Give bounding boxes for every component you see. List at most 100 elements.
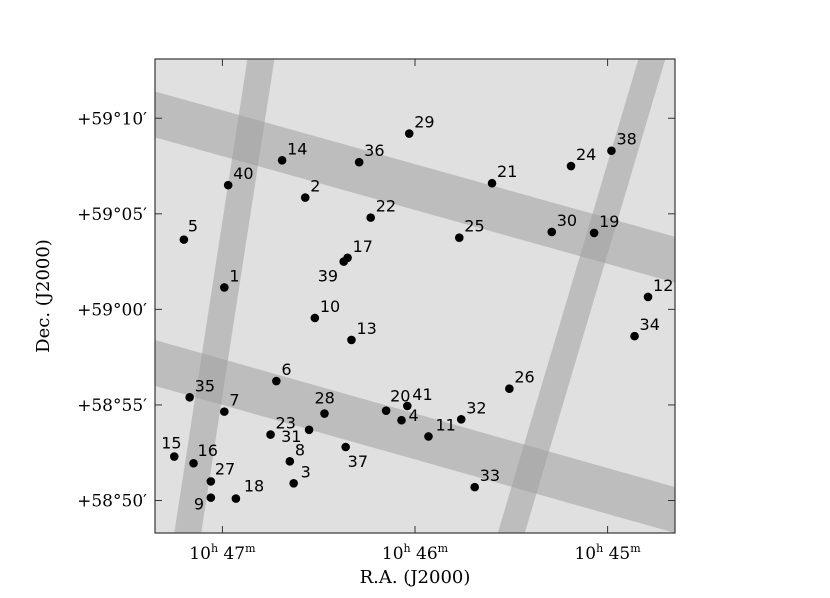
source-label-36: 36 — [364, 141, 384, 160]
source-label-30: 30 — [557, 211, 577, 230]
source-point-19 — [589, 228, 599, 238]
source-point-7 — [220, 407, 229, 416]
source-point-34 — [630, 331, 639, 341]
x-tick-label: 10h 46m — [382, 542, 449, 564]
source-point-27 — [206, 477, 216, 486]
source-point-33 — [470, 482, 480, 492]
source-point-20 — [381, 406, 391, 415]
source-point-32 — [456, 414, 466, 424]
source-point-12 — [643, 292, 653, 302]
source-point-28 — [320, 409, 329, 418]
source-label-23: 23 — [276, 414, 296, 433]
source-point-9 — [206, 493, 216, 502]
source-point-24 — [566, 161, 576, 171]
source-label-38: 38 — [616, 130, 636, 149]
source-label-17: 17 — [353, 237, 373, 256]
source-label-37: 37 — [348, 452, 368, 471]
x-tick-label: 10h 47m — [189, 542, 256, 564]
source-point-6 — [272, 376, 281, 386]
source-point-39 — [339, 257, 349, 266]
x-tick-label: 10h 45m — [574, 542, 641, 564]
strip-band-3 — [174, 59, 275, 533]
source-point-3 — [289, 479, 298, 488]
source-point-21 — [487, 178, 497, 188]
source-label-22: 22 — [376, 197, 396, 216]
source-point-14 — [277, 155, 287, 165]
source-label-40: 40 — [233, 164, 253, 183]
source-point-22 — [366, 213, 376, 222]
source-point-38 — [607, 146, 616, 156]
source-label-18: 18 — [244, 477, 264, 496]
source-point-16 — [189, 458, 198, 468]
source-label-5: 5 — [188, 217, 198, 236]
source-label-25: 25 — [464, 217, 484, 236]
source-label-13: 13 — [356, 319, 376, 338]
source-label-21: 21 — [497, 162, 517, 181]
source-label-41: 41 — [412, 385, 432, 404]
source-point-2 — [300, 193, 310, 202]
strip-band-2 — [155, 339, 675, 533]
source-point-26 — [505, 384, 514, 393]
y-tick-label: +58°50′ — [77, 492, 147, 512]
y-axis-label: Dec. (J2000) — [33, 239, 54, 353]
source-point-35 — [185, 392, 194, 402]
source-label-12: 12 — [653, 276, 673, 295]
source-label-3: 3 — [301, 462, 311, 481]
source-label-29: 29 — [414, 113, 434, 132]
source-point-37 — [341, 442, 350, 452]
source-label-28: 28 — [314, 389, 334, 408]
y-tick-label: +58°55′ — [77, 396, 147, 416]
source-label-35: 35 — [195, 376, 215, 395]
source-label-1: 1 — [229, 266, 239, 285]
strip-layer — [155, 59, 675, 533]
source-point-1 — [220, 283, 229, 292]
source-label-4: 4 — [409, 406, 419, 425]
source-label-27: 27 — [215, 459, 235, 478]
source-point-29 — [404, 129, 414, 138]
source-point-11 — [424, 432, 433, 441]
source-label-39: 39 — [318, 267, 338, 286]
source-point-31 — [304, 425, 314, 435]
source-label-20: 20 — [390, 387, 410, 406]
source-label-31: 31 — [281, 427, 301, 446]
source-label-15: 15 — [161, 434, 181, 453]
strip-band-1 — [155, 91, 675, 283]
source-point-13 — [347, 335, 356, 345]
source-point-41 — [402, 401, 412, 411]
source-point-25 — [454, 233, 464, 243]
source-label-26: 26 — [514, 368, 534, 387]
source-label-16: 16 — [198, 441, 218, 460]
y-tick-label: +59°05′ — [77, 205, 147, 225]
y-tick-label: +59°10′ — [77, 109, 147, 129]
source-point-5 — [179, 235, 189, 244]
source-label-32: 32 — [466, 398, 486, 417]
source-point-40 — [223, 180, 233, 190]
source-point-8 — [285, 457, 295, 466]
source-label-6: 6 — [281, 360, 291, 379]
source-point-15 — [169, 452, 179, 461]
source-point-4 — [397, 415, 406, 425]
source-point-18 — [231, 494, 241, 503]
source-label-7: 7 — [229, 391, 239, 410]
source-label-8: 8 — [295, 440, 305, 459]
source-label-2: 2 — [310, 177, 320, 196]
source-label-11: 11 — [435, 415, 455, 434]
source-label-34: 34 — [640, 315, 660, 334]
source-point-36 — [354, 157, 364, 167]
source-point-10 — [310, 313, 320, 323]
source-point-23 — [266, 430, 275, 439]
source-label-33: 33 — [480, 466, 500, 485]
y-tick-label: +59°00′ — [77, 300, 147, 320]
source-label-24: 24 — [576, 145, 596, 164]
strip-band-4 — [497, 59, 666, 533]
source-label-9: 9 — [194, 495, 204, 514]
source-point-30 — [547, 227, 557, 237]
tick-layer: 10h 47m 10h 46m 10h 45m +59°10′ +59°05′ +59°0… — [77, 59, 675, 564]
source-label-10: 10 — [320, 297, 340, 316]
source-label-14: 14 — [287, 139, 307, 158]
x-axis-label: R.A. (J2000) — [360, 567, 471, 588]
source-label-19: 19 — [599, 212, 619, 231]
